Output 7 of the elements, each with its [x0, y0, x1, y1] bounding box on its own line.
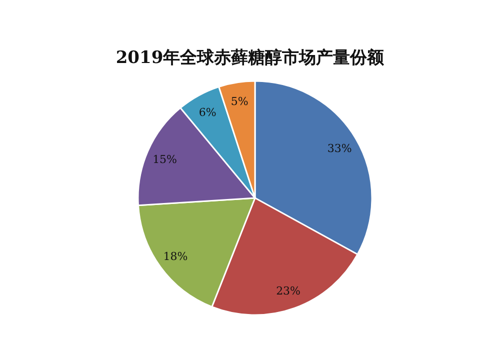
data-label: 33%: [327, 142, 352, 155]
data-label: 23%: [276, 284, 301, 298]
data-label: 15%: [152, 152, 178, 166]
data-label: 5%: [230, 94, 248, 108]
data-label: 18%: [163, 250, 188, 263]
data-label: 6%: [198, 106, 216, 119]
chart-title: 2019年全球赤藓糖醇市场产量份额: [116, 48, 386, 68]
